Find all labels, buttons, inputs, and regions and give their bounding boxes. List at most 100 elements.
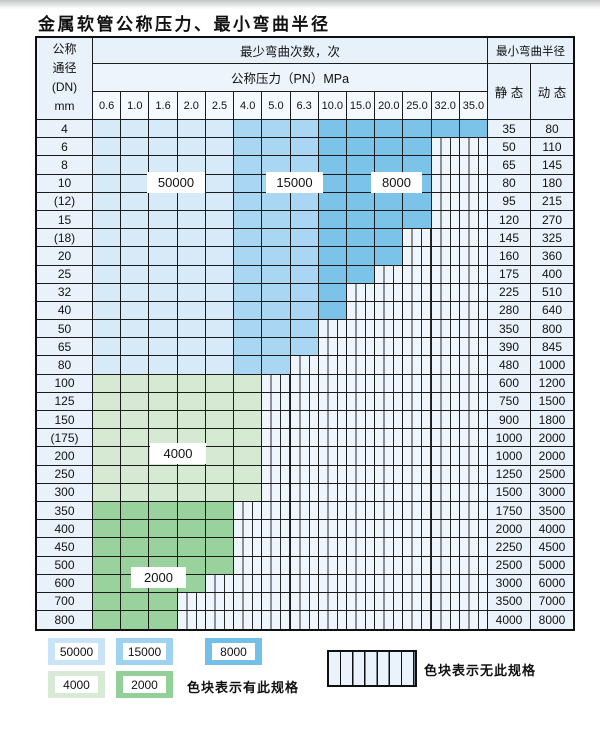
spec-available-cell [234, 283, 263, 302]
spec-unavailable-cell [346, 556, 376, 575]
spec-unavailable-cell [318, 611, 347, 630]
spec-available-cell [121, 156, 150, 175]
static-radius-cell: 35 [488, 120, 531, 139]
dynamic-radius-cell: 145 [531, 156, 573, 175]
spec-available-cell [290, 229, 319, 248]
spec-available-cell [375, 138, 404, 157]
spec-available-cell [205, 174, 235, 193]
spec-available-cell [234, 210, 263, 230]
spec-available-cell [177, 283, 206, 302]
dynamic-radius-cell: 270 [531, 210, 573, 230]
spec-available-cell [290, 338, 319, 357]
dynamic-radius-cell: 1500 [531, 392, 573, 411]
spec-unavailable-cell [346, 301, 376, 321]
table-row: 600 3000 6000 [37, 574, 573, 593]
static-radius-cell: 50 [488, 138, 531, 157]
spec-unavailable-cell [431, 283, 460, 302]
dn-cell: 40 [37, 301, 93, 321]
spec-available-cell [290, 247, 319, 266]
spec-unavailable-cell [403, 283, 432, 302]
spec-available-cell [262, 138, 291, 157]
spec-available-cell [93, 120, 122, 139]
legend-swatch-label: 8000 [212, 643, 255, 660]
spec-unavailable-cell [431, 320, 460, 339]
spec-available-cell [205, 411, 235, 430]
spec-available-cell [149, 392, 178, 411]
pressure-cells [93, 483, 489, 502]
pressure-cells [93, 210, 489, 230]
pressure-cells [93, 592, 489, 612]
dynamic-radius-cell: 8000 [531, 611, 573, 630]
spec-available-cell [121, 520, 150, 539]
dynamic-radius-cell: 2500 [531, 465, 573, 484]
spec-available-cell [290, 320, 319, 339]
spec-unavailable-cell [234, 592, 263, 612]
spec-unavailable-cell [290, 520, 319, 539]
table-row: 700 3500 7000 [37, 592, 573, 612]
spec-unavailable-cell [403, 611, 432, 630]
spec-unavailable-cell [459, 138, 489, 157]
spec-available-cell [318, 283, 347, 302]
spec-unavailable-cell [459, 374, 489, 393]
spec-available-cell [149, 465, 178, 484]
spec-available-cell [149, 120, 178, 139]
spec-unavailable-cell [375, 283, 404, 302]
spec-unavailable-cell [431, 501, 460, 521]
spec-unavailable-cell [262, 611, 291, 630]
spec-unavailable-cell [234, 520, 263, 539]
spec-available-cell [318, 265, 347, 284]
static-radius-cell: 95 [488, 192, 531, 211]
spec-available-cell [290, 120, 319, 139]
spec-available-cell [205, 138, 235, 157]
pressure-cells [93, 465, 489, 484]
spec-unavailable-cell [375, 501, 404, 521]
legend-swatch: 15000 [116, 638, 173, 665]
spec-available-cell [403, 210, 432, 230]
table-row: 15 120 270 [37, 210, 573, 230]
spec-available-cell [121, 283, 150, 302]
dynamic-radius-cell: 325 [531, 229, 573, 248]
dn-cell: 125 [37, 392, 93, 411]
table-row: 50 350 800 [37, 320, 573, 339]
spec-available-cell [93, 320, 122, 339]
static-column-header: 静 态 [488, 64, 531, 120]
spec-unavailable-cell [459, 247, 489, 266]
spec-unavailable-cell [262, 447, 291, 466]
dn-cell: 50 [37, 320, 93, 339]
spec-unavailable-cell [262, 520, 291, 539]
spec-available-cell [149, 483, 178, 502]
spec-available-cell [121, 210, 150, 230]
spec-unavailable-cell [318, 574, 347, 593]
spec-available-cell [121, 392, 150, 411]
pressure-cells [93, 283, 489, 302]
spec-available-cell [121, 538, 150, 557]
spec-unavailable-cell [346, 483, 376, 502]
spec-unavailable-cell [459, 611, 489, 630]
pressure-cells [93, 538, 489, 557]
spec-available-cell [93, 356, 122, 375]
spec-available-cell [290, 265, 319, 284]
spec-available-cell [177, 392, 206, 411]
spec-available-cell [205, 283, 235, 302]
spec-unavailable-cell [262, 538, 291, 557]
spec-available-cell [121, 265, 150, 284]
spec-unavailable-cell [262, 574, 291, 593]
spec-available-cell [318, 138, 347, 157]
spec-available-cell [262, 283, 291, 302]
dynamic-radius-cell: 180 [531, 174, 573, 193]
spec-unavailable-cell [346, 411, 376, 430]
dynamic-radius-cell: 1800 [531, 411, 573, 430]
spec-unavailable-cell [403, 392, 432, 411]
nominal-pressure-header: 公称压力（PN）MPa [93, 64, 488, 92]
spec-available-cell [205, 229, 235, 248]
spec-available-cell [431, 120, 460, 139]
spec-available-cell [93, 247, 122, 266]
spec-unavailable-cell [290, 574, 319, 593]
dn-cell: 20 [37, 247, 93, 266]
dn-cell: 600 [37, 574, 93, 593]
spec-unavailable-cell [375, 592, 404, 612]
spec-unavailable-cell [431, 301, 460, 321]
spec-unavailable-cell [262, 392, 291, 411]
spec-available-cell [177, 411, 206, 430]
spec-unavailable-cell [403, 247, 432, 266]
